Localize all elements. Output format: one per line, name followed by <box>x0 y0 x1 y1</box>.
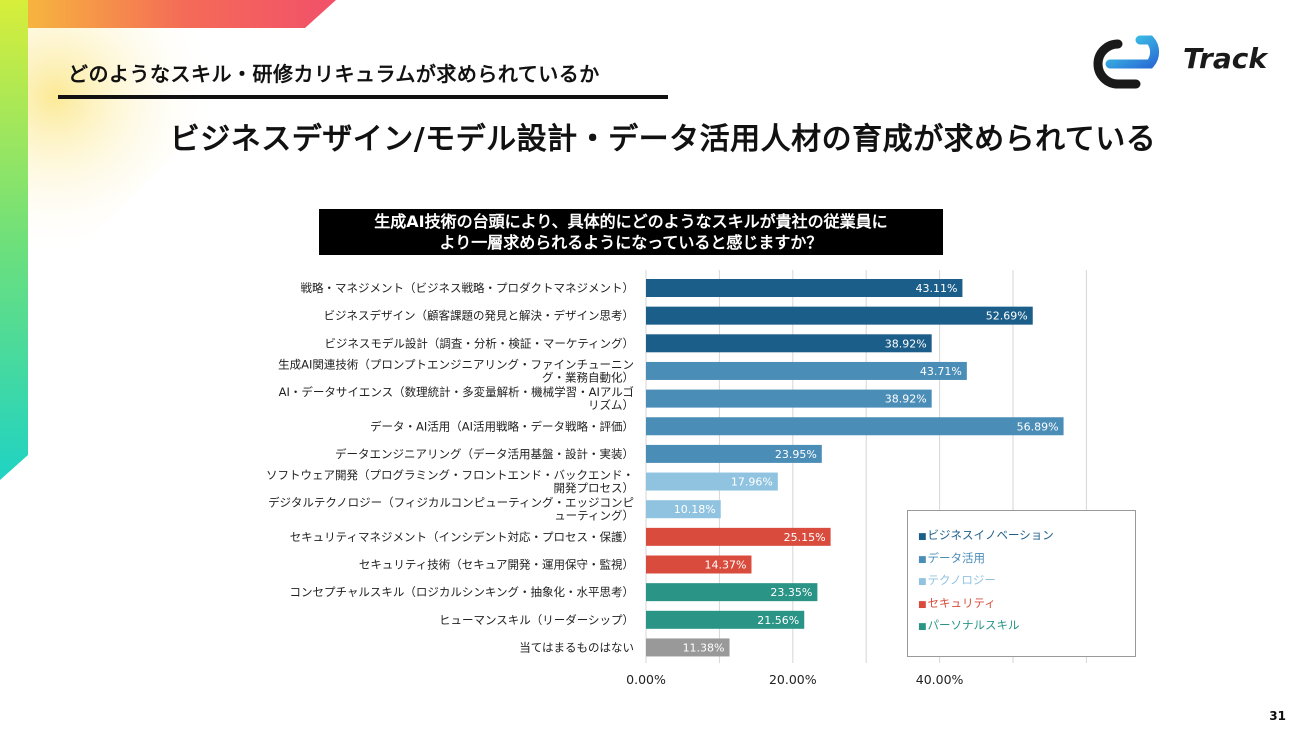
bar <box>646 472 778 491</box>
bar <box>646 527 831 546</box>
bar-value-label: 23.35% <box>770 586 812 599</box>
category-label: ビジネスモデル設計（調査・分析・検証・マーケティング） <box>324 336 634 350</box>
bar-value-label: 56.89% <box>1017 420 1059 433</box>
legend-label: パーソナルスキル <box>927 618 1020 632</box>
bar-value-label: 38.92% <box>885 337 927 350</box>
category-label: リズム） <box>588 398 634 412</box>
page-number: 31 <box>1269 709 1286 723</box>
bar-value-label: 25.15% <box>784 531 826 544</box>
bar <box>646 417 1064 436</box>
legend-item: ■テクノロジー <box>918 569 1135 592</box>
header-underline <box>58 95 668 99</box>
logo-text: Track <box>1183 42 1267 75</box>
legend-label: セキュリティ <box>927 595 996 610</box>
category-label: データ・AI活用（AI活用戦略・データ戦略・評価） <box>370 419 634 433</box>
survey-question-box: 生成AI技術の台頭により、具体的にどのようなスキルが貴社の従業員に より一層求め… <box>319 209 943 255</box>
bar <box>646 389 932 408</box>
bar-value-label: 17.96% <box>731 476 773 489</box>
category-label: ヒューマンスキル（リーダーシップ） <box>439 613 634 627</box>
x-tick-label: 40.00% <box>916 672 964 687</box>
slide-headline: ビジネスデザイン/モデル設計・データ活用人材の育成が求められている <box>169 122 1157 157</box>
category-label: 生成AI関連技術（プロンプトエンジニアリング・ファインチューニン <box>278 357 634 371</box>
legend-square-icon: ■ <box>918 577 927 587</box>
legend-square-icon: ■ <box>918 554 927 565</box>
bar <box>646 555 752 574</box>
category-label: デジタルテクノロジー（フィジカルコンピューティング・エッジコンピ <box>268 496 634 510</box>
x-tick-label: 20.00% <box>769 672 817 687</box>
category-label: 開発プロセス） <box>554 481 635 495</box>
legend-item: ■セキュリティ <box>918 592 1135 615</box>
bar <box>646 306 1033 325</box>
category-label: コンセプチャルスキル（ロジカルシンキング・抽象化・水平思考） <box>289 585 634 599</box>
question-line-1: 生成AI技術の台頭により、具体的にどのようなスキルが貴社の従業員に <box>374 212 888 231</box>
category-label: 戦略・マネジメント（ビジネス戦略・プロダクトマネジメント） <box>301 281 635 295</box>
category-label: セキュリティ技術（セキュア開発・運用保守・監視） <box>359 558 634 572</box>
category-label: AI・データサイエンス（数理統計・多変量解析・機械学習・AIアルゴ <box>279 385 634 399</box>
bar-value-label: 14.37% <box>705 559 747 572</box>
legend-item: ■ビジネスイノベーション <box>918 524 1135 547</box>
category-label: ビジネスデザイン（顧客課題の発見と解決・デザイン思考） <box>324 309 635 323</box>
legend-square-icon: ■ <box>918 532 927 542</box>
question-line-2: より一層求められるようになっていると感じますか？ <box>439 233 823 252</box>
category-label: 当てはまるものはない <box>519 640 634 654</box>
legend-square-icon: ■ <box>918 599 927 610</box>
category-label: データエンジニアリング（データ活用基盤・設計・実装） <box>335 447 634 461</box>
bar <box>646 610 805 629</box>
legend-label: テクノロジー <box>927 573 996 587</box>
bar <box>646 638 730 657</box>
category-label: ューティング） <box>554 509 634 523</box>
bar-value-label: 43.11% <box>915 282 957 295</box>
legend-label: ビジネスイノベーション <box>927 528 1054 542</box>
bar-value-label: 10.18% <box>674 503 716 516</box>
category-label: セキュリティマネジメント（インシデント対応・プロセス・保護） <box>290 530 634 544</box>
section-header: どのようなスキル・研修カリキュラムが求められているか <box>68 62 600 86</box>
legend-item: ■データ活用 <box>918 547 1135 570</box>
bar-value-label: 23.95% <box>775 448 817 461</box>
legend-item: ■パーソナルスキル <box>918 614 1135 637</box>
chart-legend: ■ビジネスイノベーション ■データ活用 ■テクノロジー ■セキュリティ ■パーソ… <box>907 510 1136 657</box>
legend-square-icon: ■ <box>918 622 927 632</box>
category-label: ソフトウェア開発（プログラミング・フロントエンド・バックエンド・ <box>266 468 634 482</box>
track-logo-icon <box>1093 35 1160 89</box>
bar-value-label: 43.71% <box>920 365 962 378</box>
bar-value-label: 11.38% <box>683 641 725 654</box>
bar-value-label: 52.69% <box>986 310 1028 323</box>
bar <box>646 279 963 297</box>
bar <box>646 583 818 602</box>
legend-label: データ活用 <box>927 550 986 565</box>
bar-value-label: 38.92% <box>885 393 927 406</box>
bar <box>646 361 967 380</box>
bar <box>646 334 932 353</box>
bar-value-label: 21.56% <box>757 614 799 627</box>
category-label: グ・業務自動化） <box>542 370 634 384</box>
x-tick-label: 0.00% <box>626 672 666 687</box>
bar <box>646 500 721 519</box>
bar <box>646 444 822 463</box>
